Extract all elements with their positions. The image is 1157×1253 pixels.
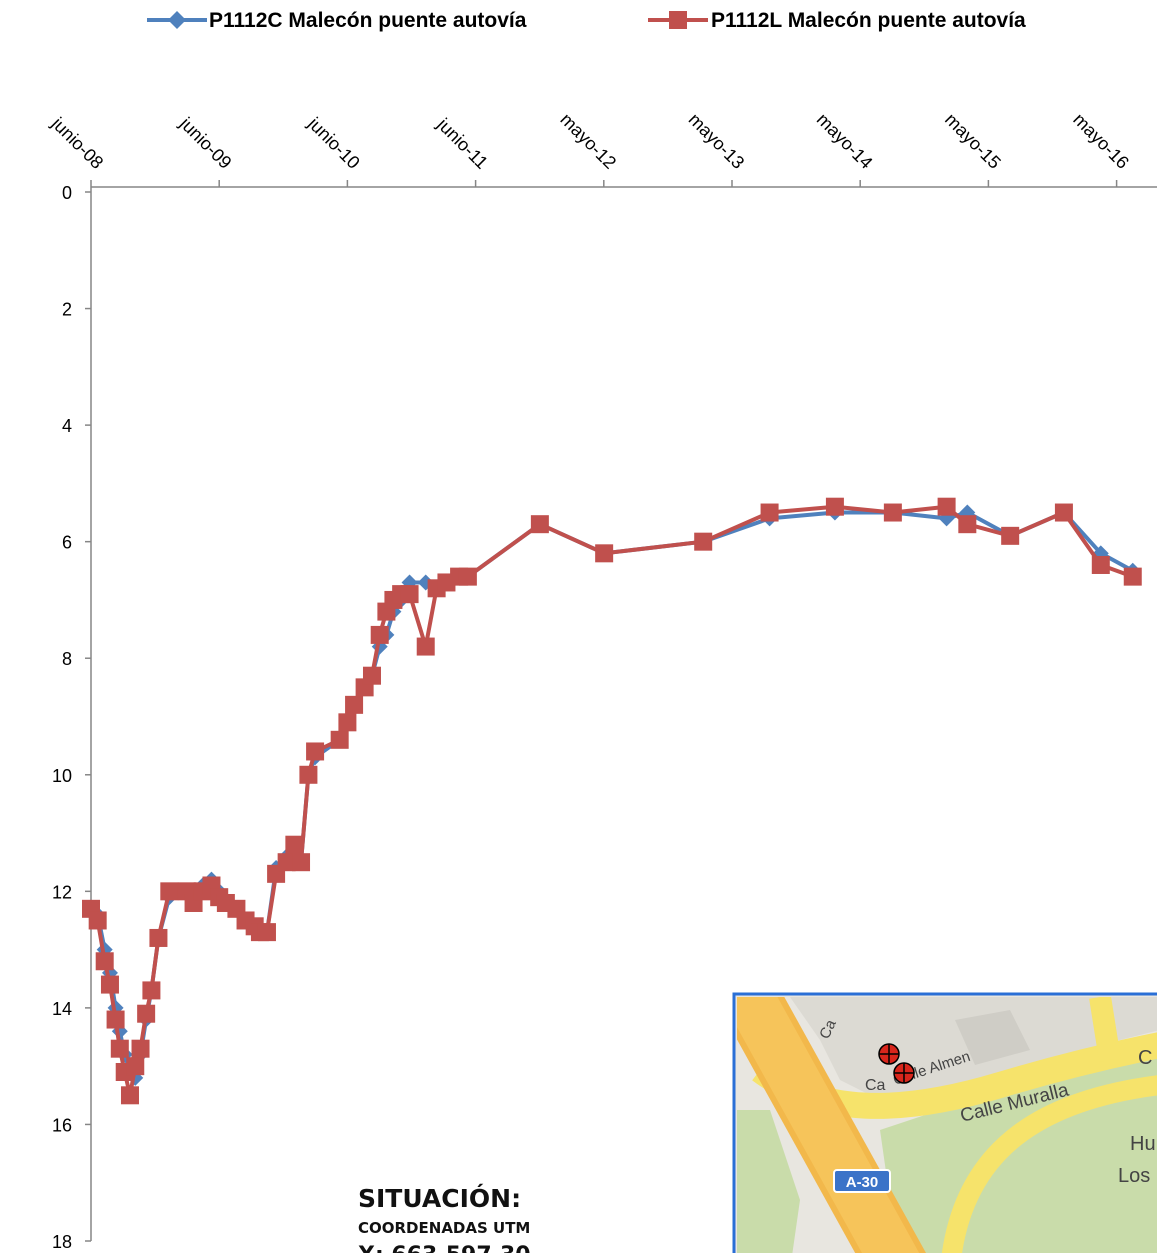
legend: P1112C Malecón puente autovía P1112L Mal… — [147, 9, 1026, 32]
y-tick-label: 18 — [52, 1232, 72, 1252]
x-axis: junio-08 junio-09 junio-10 junio-11 mayo-12 m… — [47, 109, 1157, 188]
data-point — [299, 765, 318, 784]
data-point — [760, 503, 779, 522]
x-tick-label: mayo-12 — [556, 109, 620, 173]
data-point — [694, 532, 713, 551]
data-point — [958, 515, 977, 534]
map-label-los: Los — [1118, 1165, 1150, 1187]
data-point — [362, 666, 381, 685]
data-point — [149, 928, 168, 947]
data-point — [937, 497, 956, 516]
y-tick-label: 10 — [52, 766, 72, 786]
x-tick-label: mayo-14 — [813, 109, 877, 173]
series-line — [89, 504, 1134, 1098]
data-point — [257, 923, 276, 942]
data-point — [277, 853, 296, 872]
y-tick-label: 2 — [62, 300, 72, 320]
x-tick-label: junio-11 — [433, 114, 492, 173]
data-point — [1054, 503, 1073, 522]
data-point — [88, 911, 107, 930]
data-point — [292, 853, 311, 872]
data-point — [95, 952, 114, 971]
data-point — [530, 515, 549, 534]
y-tick-label: 12 — [52, 882, 72, 902]
data-point — [400, 585, 419, 604]
map-label-hu: Hu — [1130, 1133, 1156, 1155]
legend-item-l: P1112L Malecón puente autovía — [648, 9, 1026, 32]
data-point — [106, 1010, 125, 1029]
diamond-marker-icon — [168, 11, 186, 29]
data-point — [595, 544, 614, 563]
data-point — [330, 730, 349, 749]
situacion-subtitle: COORDENADAS UTM — [358, 1219, 530, 1237]
x-tick-label: junio-08 — [47, 113, 107, 173]
map-label-c: C — [1138, 1047, 1152, 1069]
data-point — [345, 695, 364, 714]
situacion-coord-x: X: 663.597,30 — [358, 1243, 531, 1253]
data-point — [142, 981, 161, 1000]
y-tick-label: 0 — [62, 183, 72, 203]
data-point — [370, 625, 389, 644]
legend-label-l: P1112L Malecón puente autovía — [711, 9, 1026, 32]
road-badge-a30: A-30 — [833, 1169, 891, 1193]
map-inset: Calle Muralla Ca Calle Almen Ca Hu Los C… — [732, 992, 1157, 1253]
data-point — [883, 503, 902, 522]
square-marker-icon — [669, 11, 687, 29]
data-point — [120, 1086, 139, 1105]
data-point — [160, 882, 179, 901]
data-point — [111, 1023, 128, 1040]
data-point — [131, 1039, 150, 1058]
legend-label-c: P1112C Malecón puente autovía — [209, 9, 527, 32]
y-tick-label: 16 — [52, 1115, 72, 1135]
situacion-title: SITUACIÓN: — [358, 1183, 521, 1213]
map-street-ca: Ca — [865, 1077, 886, 1094]
x-tick-label: junio-09 — [175, 113, 235, 173]
situacion-block: SITUACIÓN: COORDENADAS UTM X: 663.597,30 — [358, 1183, 531, 1253]
data-point — [306, 742, 325, 761]
y-tick-label: 6 — [62, 533, 72, 553]
legend-item-c: P1112C Malecón puente autovía — [147, 9, 527, 32]
data-point — [458, 567, 477, 586]
y-tick-label: 14 — [52, 999, 72, 1019]
x-tick-label: mayo-13 — [685, 109, 749, 173]
data-point — [416, 637, 435, 656]
data-point — [1123, 567, 1142, 586]
data-point — [938, 510, 955, 527]
survey-point-icon — [893, 1062, 915, 1084]
data-point — [1001, 526, 1020, 545]
x-tick-label: junio-10 — [304, 113, 364, 173]
survey-point-icon — [878, 1043, 900, 1065]
svg-text:A-30: A-30 — [846, 1174, 879, 1191]
x-tick-label: mayo-16 — [1069, 109, 1133, 173]
data-point — [100, 975, 119, 994]
y-tick-label: 8 — [62, 649, 72, 669]
y-axis: 0 2 4 6 8 10 12 14 16 18 — [52, 183, 92, 1252]
data-point — [1091, 555, 1110, 574]
data-point — [110, 1039, 129, 1058]
data-point — [285, 835, 304, 854]
data-point — [137, 1004, 156, 1023]
series-p1112l — [82, 497, 1142, 1105]
map-street-ca-top: Ca — [816, 1017, 840, 1042]
data-point — [825, 497, 844, 516]
x-tick-label: mayo-15 — [941, 109, 1005, 173]
y-tick-label: 4 — [62, 416, 72, 436]
data-point — [126, 1057, 145, 1076]
data-point — [338, 713, 357, 732]
